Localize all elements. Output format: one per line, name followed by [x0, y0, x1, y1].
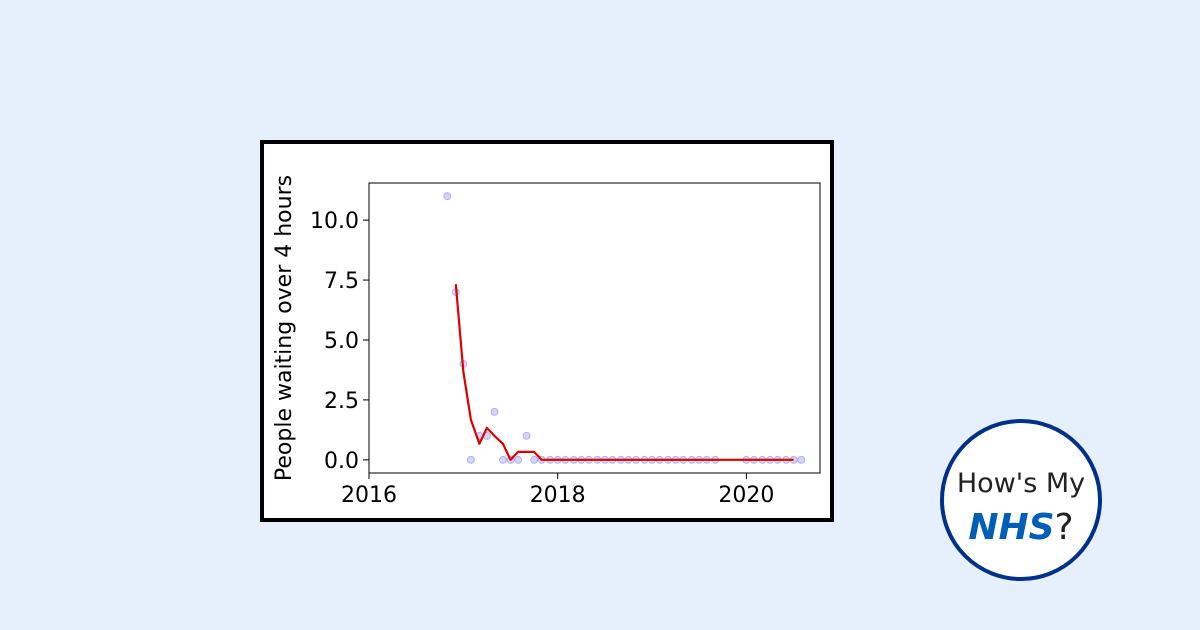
- y-axis-ticks: 0.0 2.5 5.0 7.5 10.0: [310, 209, 369, 474]
- logo-text-hows-my: How's My: [956, 468, 1086, 499]
- x-axis-ticks: 2016 2018 2020: [341, 473, 774, 508]
- logo-text-nhs: NHS: [968, 507, 1055, 548]
- hows-my-nhs-logo: How's My NHS?: [940, 419, 1102, 581]
- data-point: [522, 431, 531, 440]
- logo-text-nhs-line: NHS?: [944, 507, 1098, 548]
- data-point: [490, 407, 499, 416]
- y-tick-label: 10.0: [310, 209, 359, 234]
- data-point: [514, 455, 523, 464]
- y-tick-label: 5.0: [324, 329, 359, 354]
- data-point: [466, 455, 475, 464]
- data-point: [498, 455, 507, 464]
- chart-frame: 0.0 2.5 5.0 7.5 10.0 2016 2018 2020 People wai…: [260, 140, 834, 522]
- trend-line: [454, 284, 794, 461]
- plot-area: [368, 182, 821, 474]
- data-point: [797, 455, 806, 464]
- y-tick-label: 0.0: [324, 449, 359, 474]
- x-tick-label: 2020: [718, 483, 774, 508]
- data-point: [443, 192, 452, 201]
- y-tick-label: 2.5: [324, 389, 359, 414]
- x-tick-label: 2016: [341, 483, 397, 508]
- trend-line-layer: [454, 284, 794, 461]
- wait-times-chart: 0.0 2.5 5.0 7.5 10.0 2016 2018 2020 People wai…: [272, 175, 821, 508]
- y-tick-label: 7.5: [324, 269, 359, 294]
- y-axis-label: People waiting over 4 hours: [272, 175, 297, 481]
- x-tick-label: 2018: [530, 483, 586, 508]
- logo-question-mark: ?: [1054, 507, 1074, 548]
- data-point: [530, 455, 539, 464]
